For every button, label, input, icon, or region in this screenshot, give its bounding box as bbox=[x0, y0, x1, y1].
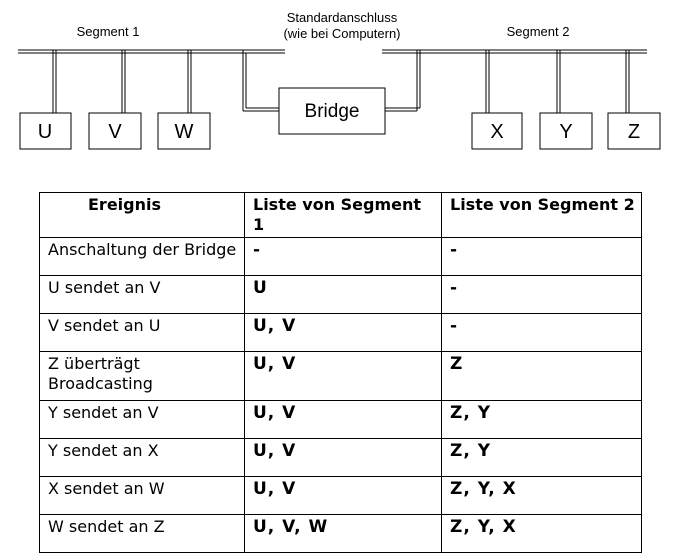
segment1-label: Segment 1 bbox=[77, 24, 140, 39]
table-row: Y sendet an V U, V Z, Y bbox=[39, 400, 642, 439]
segment2-list-cell: - bbox=[441, 237, 642, 276]
segment2-bus bbox=[382, 49, 647, 113]
bridge-label: Bridge bbox=[305, 101, 360, 122]
host-u-label: U bbox=[38, 121, 52, 143]
host-z: Z bbox=[607, 112, 661, 150]
event-cell: U sendet an V bbox=[39, 275, 245, 314]
bridge-learning-table: Ereignis Liste von Segment 1 Liste von S… bbox=[39, 192, 642, 553]
host-x-label: X bbox=[490, 121, 503, 143]
segment1-list-cell: U, V bbox=[244, 476, 442, 515]
segment2-label: Segment 2 bbox=[507, 24, 570, 39]
table-row: W sendet an Z U, V, W Z, Y, X bbox=[39, 514, 642, 553]
header-segment1: Liste von Segment 1 bbox=[244, 192, 442, 238]
event-cell: Y sendet an X bbox=[39, 438, 245, 477]
segment1-bus bbox=[18, 49, 285, 113]
segment1-list-cell: U, V bbox=[244, 313, 442, 352]
segment2-list-cell: Z bbox=[441, 351, 642, 401]
segment1-list-cell: U bbox=[244, 275, 442, 314]
header-segment2: Liste von Segment 2 bbox=[441, 192, 642, 238]
table-row: U sendet an V U - bbox=[39, 275, 642, 314]
segment1-list-cell: U, V, W bbox=[244, 514, 442, 553]
event-cell: Anschaltung der Bridge bbox=[39, 237, 245, 276]
table-header-row: Ereignis Liste von Segment 1 Liste von S… bbox=[39, 192, 642, 238]
connector-label-line2: (wie bei Computern) bbox=[283, 26, 400, 41]
segment1-list-cell: U, V bbox=[244, 400, 442, 439]
segment1-list-cell: - bbox=[244, 237, 442, 276]
segment1-list-cell: U, V bbox=[244, 438, 442, 477]
host-v: V bbox=[88, 112, 142, 150]
header-ereignis: Ereignis bbox=[39, 192, 245, 238]
network-diagram: Segment 1 Standardanschluss (wie bei Com… bbox=[18, 10, 661, 150]
event-line2: Broadcasting bbox=[48, 374, 153, 393]
event-cell: X sendet an W bbox=[39, 476, 245, 515]
table-row: X sendet an W U, V Z, Y, X bbox=[39, 476, 642, 515]
table-row: V sendet an U U, V - bbox=[39, 313, 642, 352]
host-v-label: V bbox=[108, 121, 122, 143]
table-row: Y sendet an X U, V Z, Y bbox=[39, 438, 642, 477]
bridge-box: Bridge bbox=[278, 87, 386, 135]
host-u: U bbox=[19, 112, 72, 150]
event-cell: Y sendet an V bbox=[39, 400, 245, 439]
host-y-label: Y bbox=[559, 121, 572, 143]
connector-label-line1: Standardanschluss bbox=[287, 10, 398, 25]
segment2-list-cell: Z, Y bbox=[441, 438, 642, 477]
segment2-list-cell: - bbox=[441, 313, 642, 352]
segment2-list-cell: - bbox=[441, 275, 642, 314]
table-row: Anschaltung der Bridge - - bbox=[39, 237, 642, 276]
segment2-list-cell: Z, Y bbox=[441, 400, 642, 439]
host-x: X bbox=[471, 112, 523, 150]
host-w: W bbox=[157, 112, 211, 150]
event-cell: Z überträgt Broadcasting bbox=[39, 351, 245, 401]
table-row: Z überträgt Broadcasting U, V Z bbox=[39, 351, 642, 401]
host-z-label: Z bbox=[628, 121, 640, 143]
event-cell: W sendet an Z bbox=[39, 514, 245, 553]
segment2-list-cell: Z, Y, X bbox=[441, 514, 642, 553]
event-cell: V sendet an U bbox=[39, 313, 245, 352]
event-line1: Z überträgt bbox=[48, 354, 140, 373]
segment2-list-cell: Z, Y, X bbox=[441, 476, 642, 515]
segment1-list-cell: U, V bbox=[244, 351, 442, 401]
host-w-label: W bbox=[175, 121, 194, 143]
host-y: Y bbox=[539, 112, 593, 150]
